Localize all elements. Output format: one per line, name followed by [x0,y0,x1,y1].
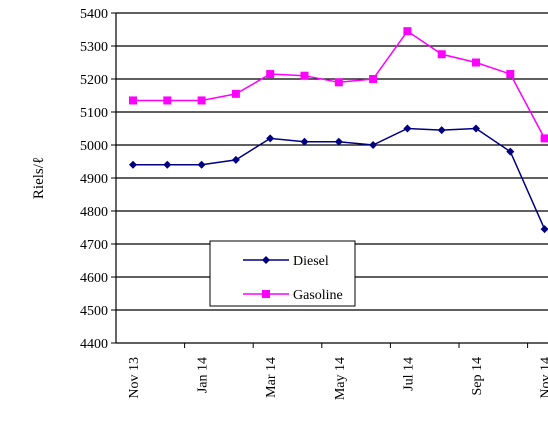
legend: Diesel Gasoline [209,240,356,307]
data-point-diesel [472,124,480,133]
data-point-gasoline [197,96,206,105]
y-tick-label: 4800 [80,205,108,220]
data-point-diesel [163,160,172,169]
y-tick-labels: 4400 4500 4600 4700 4800 4900 5000 5100 5200 5300… [80,7,108,352]
x-tick-label: Nov 13 [127,357,142,399]
x-tick-labels: Nov 13 Jan 14 Mar 14 May 14 Jul 14 Sep 14 Nov … [127,357,548,400]
data-point-diesel [300,137,309,146]
y-tick-label: 4500 [80,304,108,319]
data-point-diesel [403,124,412,133]
y-tick-label: 5400 [80,7,108,22]
x-tick-label: Mar 14 [264,357,279,398]
data-point-diesel [129,160,137,169]
data-point-gasoline [129,96,137,105]
x-tick-label: Nov 14 [539,357,548,399]
data-point-gasoline [369,75,378,83]
data-point-diesel [334,137,343,146]
legend-items: Diesel Gasoline [243,254,343,303]
legend-marker [262,290,270,298]
legend-marker [262,256,270,264]
data-point-gasoline [163,96,172,105]
data-point-diesel [266,134,275,143]
x-tick-label: Sep 14 [470,357,485,396]
gridlines [116,12,548,311]
y-tick-label: 4600 [80,271,108,286]
data-point-diesel [231,155,240,164]
data-point-gasoline [266,70,275,79]
legend-label: Gasoline [293,288,343,303]
legend-label: Diesel [293,254,329,269]
data-point-gasoline [403,27,412,36]
y-tick-label: 4900 [80,172,108,187]
data-point-diesel [197,160,206,169]
data-point-diesel [369,141,378,149]
y-tick-label: 4700 [80,238,108,253]
x-tick-label: Jan 14 [196,357,211,393]
y-tick-label: 5200 [80,73,108,88]
data-point-gasoline [334,78,343,87]
series-group [129,27,548,234]
x-tick-label: Jul 14 [401,357,416,391]
y-axis-label: Riels/ℓ [31,157,47,199]
y-tick-label: 5300 [80,40,108,55]
x-tick-label: May 14 [333,357,348,400]
axes [111,12,548,348]
data-point-gasoline [300,71,309,80]
data-point-diesel [506,147,515,156]
legend-box [209,240,356,307]
data-point-gasoline [472,58,480,67]
data-point-gasoline [437,50,446,59]
y-tick-label: 5100 [80,106,108,121]
data-point-gasoline [506,70,515,79]
y-tick-label: 4400 [80,337,108,352]
data-point-gasoline [540,134,548,143]
data-point-diesel [437,126,446,135]
data-point-gasoline [231,89,240,98]
y-tick-label: 5000 [80,139,108,154]
data-point-diesel [540,225,548,234]
